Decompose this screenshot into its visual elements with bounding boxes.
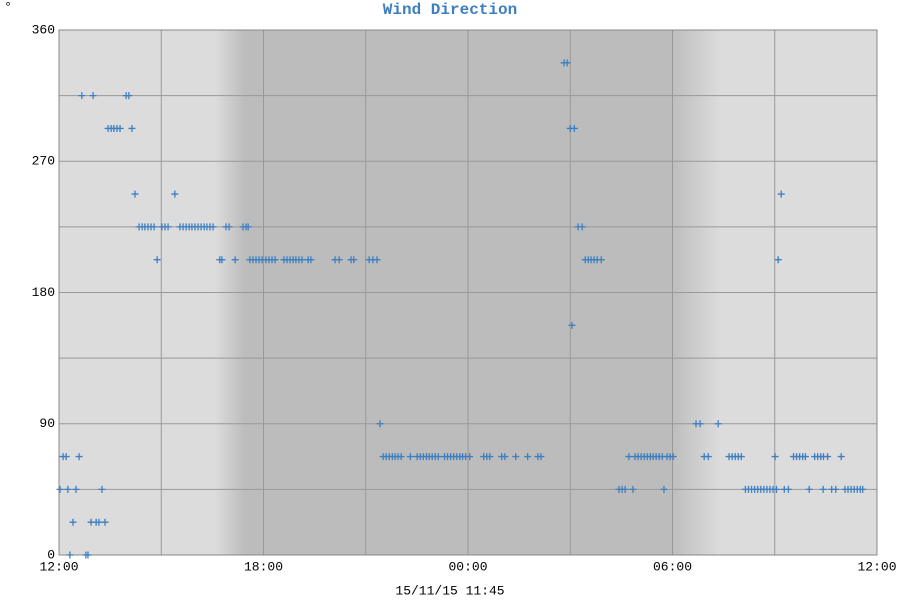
point xyxy=(805,485,813,493)
point xyxy=(78,92,86,100)
point xyxy=(171,190,179,198)
point xyxy=(537,453,545,461)
x-tick-label: 00:00 xyxy=(448,559,487,574)
point xyxy=(568,321,576,329)
point xyxy=(501,453,509,461)
point xyxy=(669,453,677,461)
point xyxy=(774,256,782,264)
y-tick-label: 0 xyxy=(47,547,55,562)
point xyxy=(64,485,72,493)
point xyxy=(837,453,845,461)
point xyxy=(434,453,442,461)
point xyxy=(376,420,384,428)
point xyxy=(128,124,136,132)
point xyxy=(244,223,252,231)
point xyxy=(69,518,77,526)
y-tick-label: 270 xyxy=(32,154,55,169)
point xyxy=(131,190,139,198)
y-tick-label: 180 xyxy=(32,285,55,300)
y-axis-label: ° xyxy=(4,0,12,14)
point xyxy=(486,453,494,461)
point xyxy=(101,518,109,526)
point xyxy=(824,453,832,461)
point xyxy=(466,453,474,461)
point xyxy=(62,453,70,461)
point xyxy=(704,453,712,461)
point xyxy=(298,256,306,264)
x-tick-label: 06:00 xyxy=(653,559,692,574)
point xyxy=(512,453,520,461)
point xyxy=(98,485,106,493)
point xyxy=(150,223,158,231)
point xyxy=(832,485,840,493)
point xyxy=(660,485,668,493)
point xyxy=(524,453,532,461)
point xyxy=(621,485,629,493)
x-tick-label: 12:00 xyxy=(857,559,896,574)
point xyxy=(89,92,97,100)
x-tick-label: 18:00 xyxy=(244,559,283,574)
point xyxy=(578,223,586,231)
point xyxy=(218,256,226,264)
point xyxy=(95,518,103,526)
point xyxy=(66,551,74,559)
point xyxy=(819,485,827,493)
point xyxy=(209,223,217,231)
point xyxy=(307,256,315,264)
point xyxy=(625,453,633,461)
point xyxy=(231,256,239,264)
point xyxy=(597,256,605,264)
point xyxy=(696,420,704,428)
point xyxy=(784,485,792,493)
point xyxy=(72,485,80,493)
point xyxy=(397,453,405,461)
point xyxy=(777,190,785,198)
point xyxy=(570,124,578,132)
point xyxy=(629,485,637,493)
point xyxy=(859,485,867,493)
point xyxy=(737,453,745,461)
point xyxy=(56,485,64,493)
point xyxy=(164,223,172,231)
chart-title: Wind Direction xyxy=(383,1,517,19)
point xyxy=(225,223,233,231)
y-tick-label: 360 xyxy=(32,22,55,37)
point xyxy=(335,256,343,264)
point xyxy=(84,551,92,559)
point xyxy=(373,256,381,264)
point xyxy=(153,256,161,264)
point xyxy=(125,92,133,100)
x-tick-label: 12:00 xyxy=(39,559,78,574)
point xyxy=(116,124,124,132)
plot-frame xyxy=(58,29,878,556)
point xyxy=(350,256,358,264)
y-tick-label: 90 xyxy=(39,416,55,431)
point xyxy=(772,485,780,493)
point xyxy=(406,453,414,461)
point xyxy=(271,256,279,264)
point xyxy=(801,453,809,461)
x-axis-label: 15/11/15 11:45 xyxy=(395,583,504,598)
point xyxy=(714,420,722,428)
point xyxy=(563,59,571,67)
point xyxy=(771,453,779,461)
point xyxy=(75,453,83,461)
